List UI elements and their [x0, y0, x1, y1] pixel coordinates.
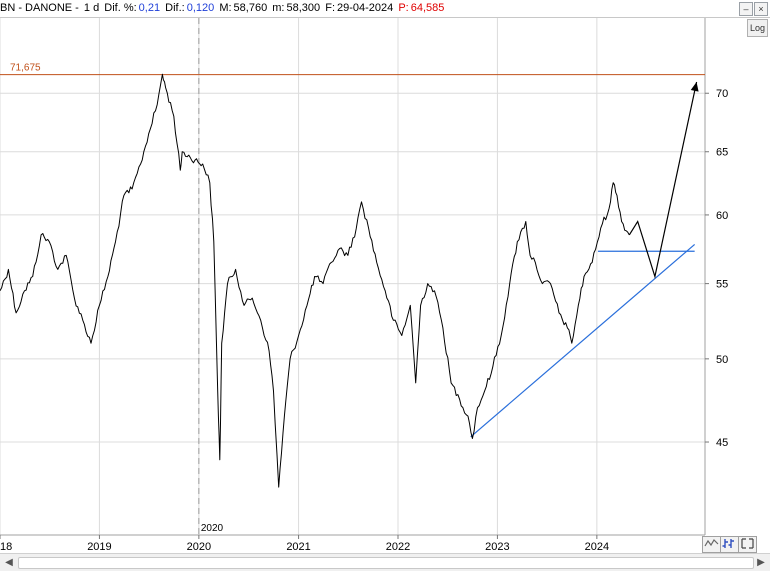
min-label: m: [272, 2, 285, 14]
period-label: 1 d [83, 2, 100, 14]
date-label: F: [325, 2, 335, 14]
projection-arrowhead [690, 82, 699, 92]
price-axis-ticks: 45 50 55 60 65 70 [705, 88, 728, 449]
x-tick-label: 2019 [87, 541, 111, 553]
scroll-right-icon[interactable]: ▶ [757, 557, 765, 568]
price-label: P: [398, 2, 409, 14]
x-tick-label: 2020 [187, 541, 211, 553]
y-tick-label: 60 [716, 210, 728, 222]
gridlines [0, 18, 705, 535]
zoom-fit-icon[interactable] [738, 536, 757, 553]
min-value: 58,300 [286, 2, 321, 14]
year-separator-label: 2020 [201, 523, 224, 534]
scroll-left-icon[interactable]: ◀ [5, 557, 13, 568]
date-axis-ticks: 2018 2019 2020 2021 2022 2023 2024 [0, 535, 609, 553]
dif-pct-value: 0,21 [138, 2, 161, 14]
chart-type-icon[interactable] [702, 536, 721, 553]
close-button[interactable]: × [754, 2, 768, 16]
bar-style-icon[interactable] [720, 536, 739, 553]
x-tick-label: 2024 [585, 541, 609, 553]
scrollbar-thumb[interactable] [18, 557, 754, 569]
y-tick-label: 65 [716, 147, 728, 159]
y-tick-label: 50 [716, 354, 728, 366]
uptrend-line[interactable] [470, 243, 696, 438]
x-tick-label: 2023 [485, 541, 509, 553]
date-value: 29-04-2024 [337, 2, 394, 14]
chart-header: BN - DANONE - 1 d Dif. %: 0,21 Dif.: 0,120… [0, 0, 770, 18]
max-value: 58,760 [233, 2, 268, 14]
dif-label: Dif.: [165, 2, 185, 14]
horizontal-scrollbar[interactable]: ◀ ▶ [0, 553, 770, 571]
bracket-icon [741, 538, 754, 549]
resistance-label: 71,675 [10, 63, 41, 74]
symbol-label: BN - DANONE - [0, 2, 79, 14]
x-tick-label: 2021 [286, 541, 310, 553]
projection-line[interactable] [628, 81, 698, 279]
dif-value: 0,120 [186, 2, 215, 14]
price-series-line [0, 73, 630, 488]
ohlc-icon [722, 539, 734, 548]
dif-pct-label: Dif. %: [104, 2, 137, 14]
price-value: 64,585 [410, 2, 445, 14]
x-tick-label: 2018 [0, 541, 12, 553]
x-tick-label: 2022 [386, 541, 410, 553]
y-tick-label: 55 [716, 279, 728, 291]
log-scale-button[interactable]: Log [747, 19, 768, 37]
y-tick-label: 70 [716, 88, 728, 100]
wave-icon [704, 539, 719, 547]
max-label: M: [219, 2, 232, 14]
minimize-button[interactable]: – [739, 2, 753, 16]
y-tick-label: 45 [716, 437, 728, 449]
